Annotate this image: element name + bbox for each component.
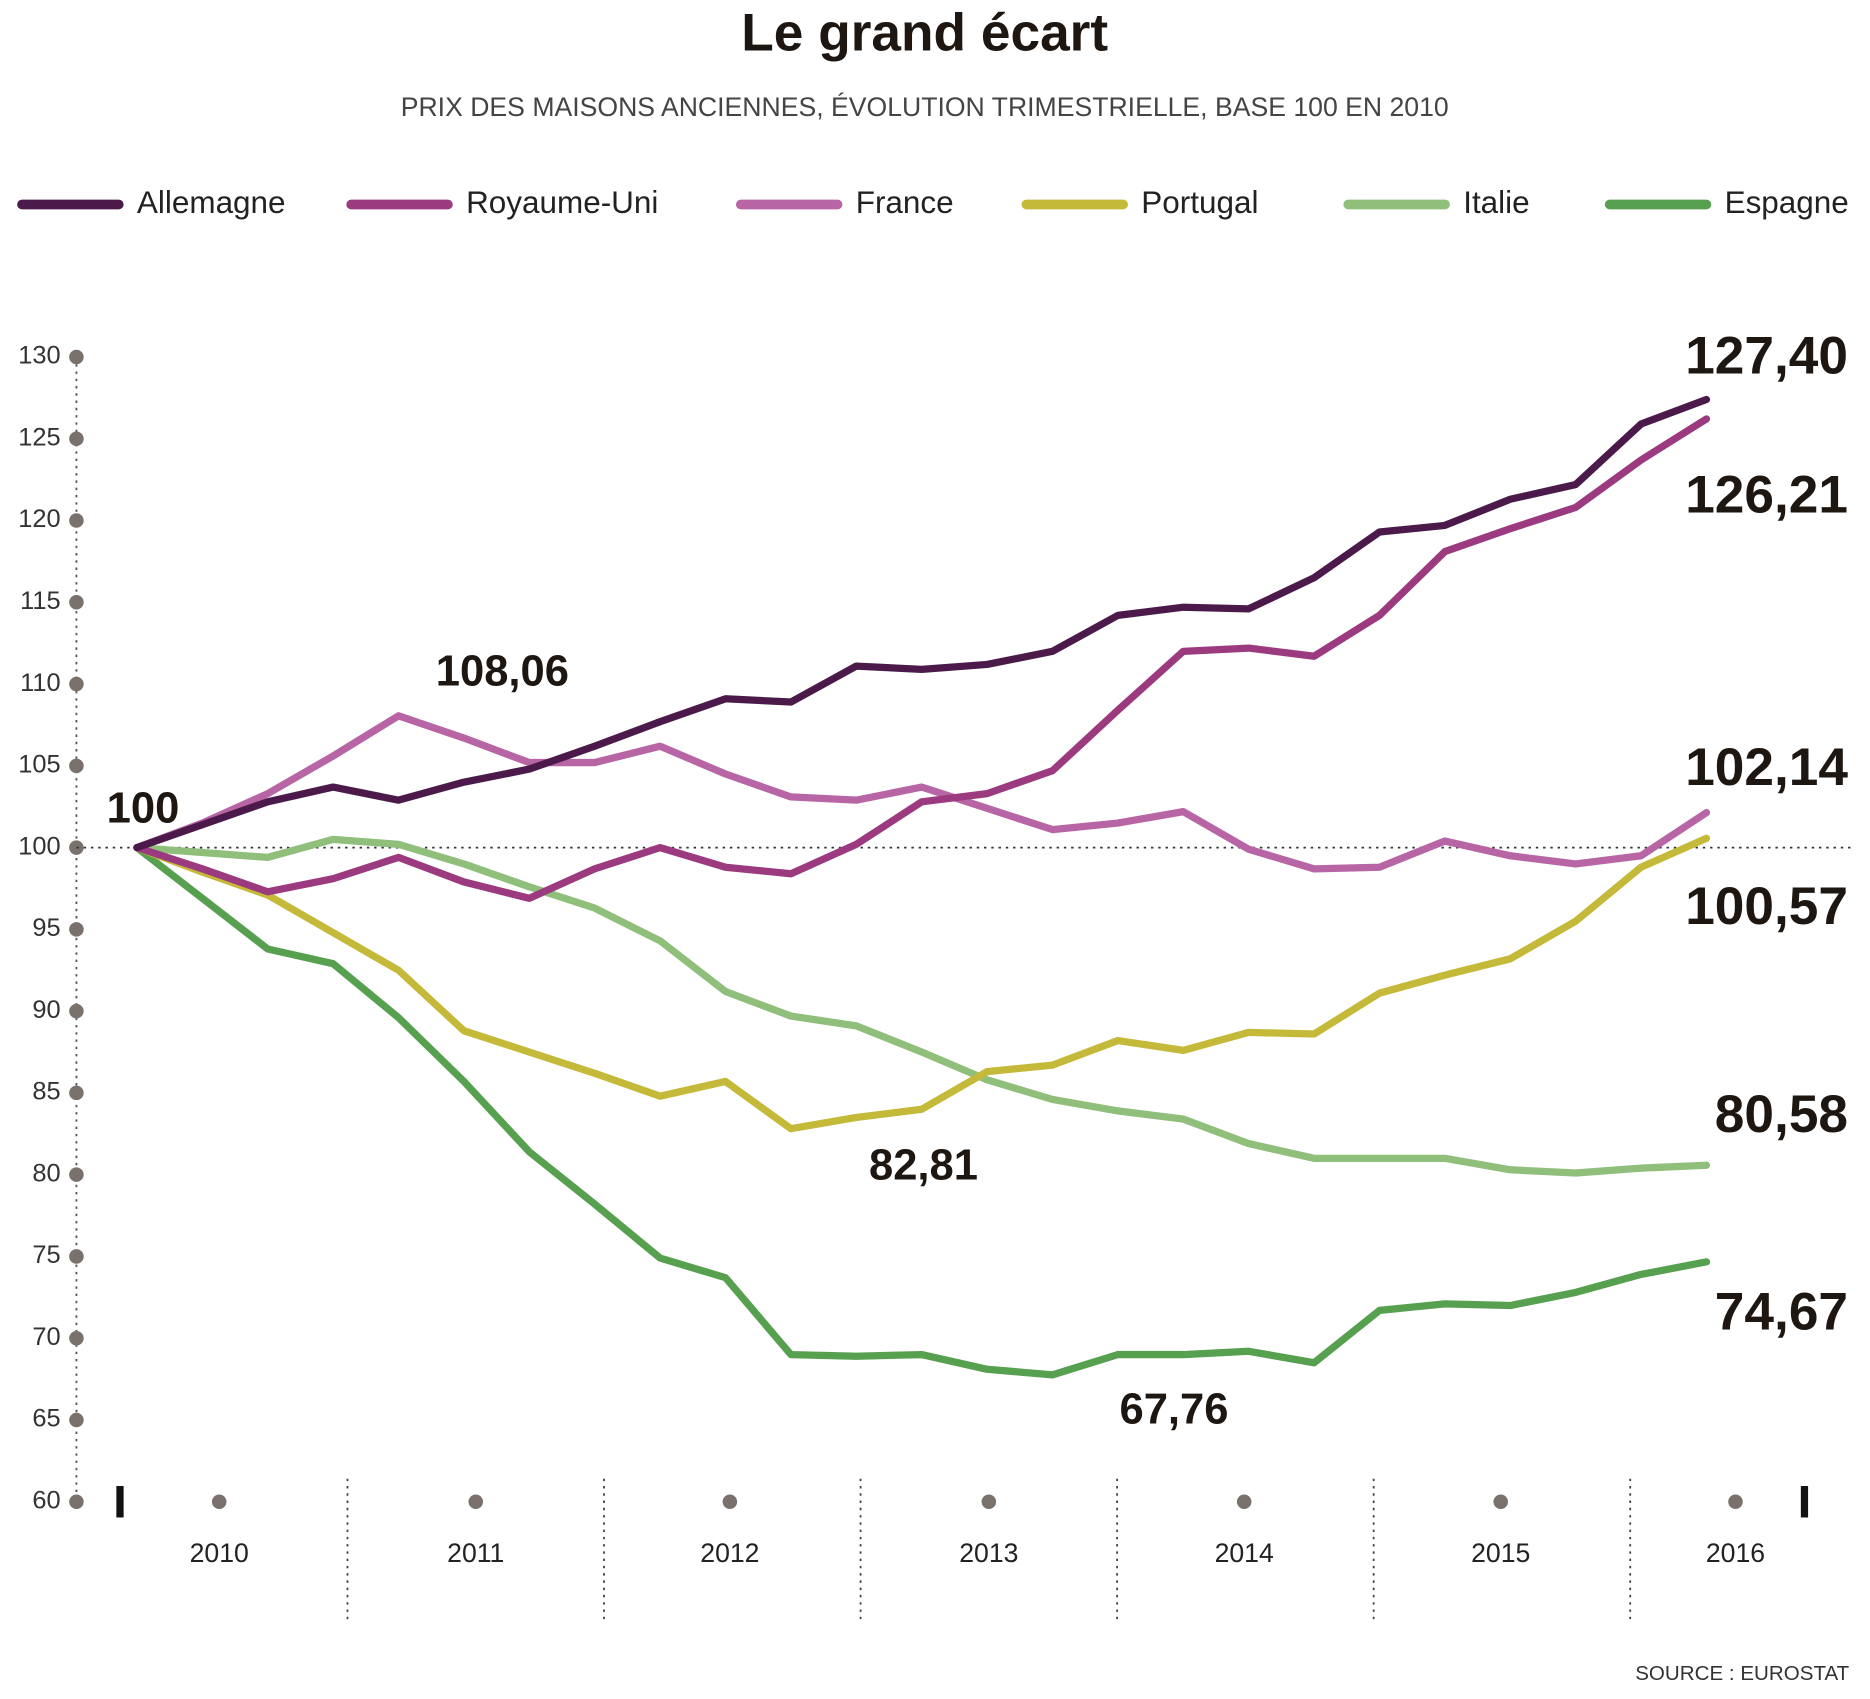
value-label: 127,40	[1685, 326, 1848, 385]
value-label: 80,58	[1715, 1085, 1848, 1144]
x-tick-label: 2016	[1706, 1538, 1765, 1568]
series-line	[133, 835, 1711, 1177]
value-label: 82,81	[869, 1141, 978, 1189]
year-dot	[211, 1494, 227, 1510]
x-tick-label: 2012	[700, 1538, 759, 1568]
x-tick-label: 2011	[447, 1538, 504, 1568]
value-label: 126,21	[1685, 466, 1848, 525]
legend-label: Royaume-Uni	[466, 185, 658, 220]
value-label: 102,14	[1685, 738, 1848, 797]
y-tick	[69, 431, 84, 447]
y-tick-label: 70	[32, 1323, 60, 1351]
legend-label: Portugal	[1141, 185, 1258, 220]
y-tick	[69, 1167, 84, 1182]
y-tick-label: 130	[18, 342, 60, 370]
year-dot	[981, 1494, 997, 1510]
series-line	[133, 834, 1711, 1133]
y-tick	[69, 595, 84, 610]
y-tick	[69, 1494, 84, 1510]
chart-title: Le grand écart	[741, 3, 1108, 62]
year-dot	[1493, 1494, 1508, 1510]
value-label: 108,06	[436, 648, 569, 696]
year-dot	[468, 1494, 484, 1510]
y-tick	[69, 1249, 84, 1264]
y-tick-label: 80	[32, 1159, 60, 1187]
y-tick-label: 110	[20, 669, 61, 697]
value-label: 67,76	[1120, 1386, 1229, 1434]
legend-label: France	[856, 185, 954, 220]
y-tick-label: 75	[32, 1241, 60, 1269]
axis-end	[1800, 1486, 1809, 1518]
series-line	[133, 843, 1711, 1379]
legend-label: Italie	[1463, 185, 1529, 220]
legend-label: Allemagne	[137, 185, 286, 220]
year-dot	[1236, 1494, 1252, 1510]
y-tick	[69, 349, 84, 365]
y-tick-label: 60	[32, 1486, 60, 1514]
x-tick-label: 2014	[1215, 1538, 1274, 1568]
year-dot	[722, 1494, 738, 1510]
y-tick	[69, 513, 84, 528]
y-tick	[69, 922, 84, 937]
y-tick	[69, 1330, 84, 1346]
series-line	[133, 712, 1711, 873]
value-label: 100	[107, 784, 180, 832]
y-tick	[69, 676, 84, 692]
x-tick-label: 2013	[959, 1538, 1018, 1568]
year-dot	[1728, 1494, 1743, 1510]
axis-end	[116, 1486, 124, 1518]
value-label: 100,57	[1685, 877, 1848, 936]
value-label: 74,67	[1715, 1282, 1848, 1341]
y-tick-label: 115	[20, 587, 61, 615]
y-tick-label: 125	[18, 423, 60, 451]
y-tick-label: 95	[32, 914, 60, 942]
y-tick-label: 90	[32, 996, 60, 1024]
series-line	[133, 415, 1711, 902]
series-line	[133, 395, 1711, 852]
y-tick-label: 100	[18, 832, 60, 860]
y-tick-label: 65	[32, 1405, 60, 1433]
y-tick-label: 85	[32, 1078, 60, 1106]
y-tick	[69, 1003, 84, 1019]
y-tick-label: 105	[18, 751, 60, 779]
y-tick-label: 120	[18, 505, 60, 533]
chart-subtitle: PRIX DES MAISONS ANCIENNES, ÉVOLUTION TR…	[401, 92, 1449, 122]
x-tick-label: 2015	[1471, 1538, 1530, 1568]
legend-label: Espagne	[1725, 185, 1849, 220]
source: SOURCE : EUROSTAT	[1635, 1662, 1849, 1685]
y-tick	[69, 1085, 84, 1101]
x-tick-label: 2010	[190, 1538, 249, 1568]
y-tick	[69, 758, 84, 774]
y-tick	[69, 1412, 84, 1428]
